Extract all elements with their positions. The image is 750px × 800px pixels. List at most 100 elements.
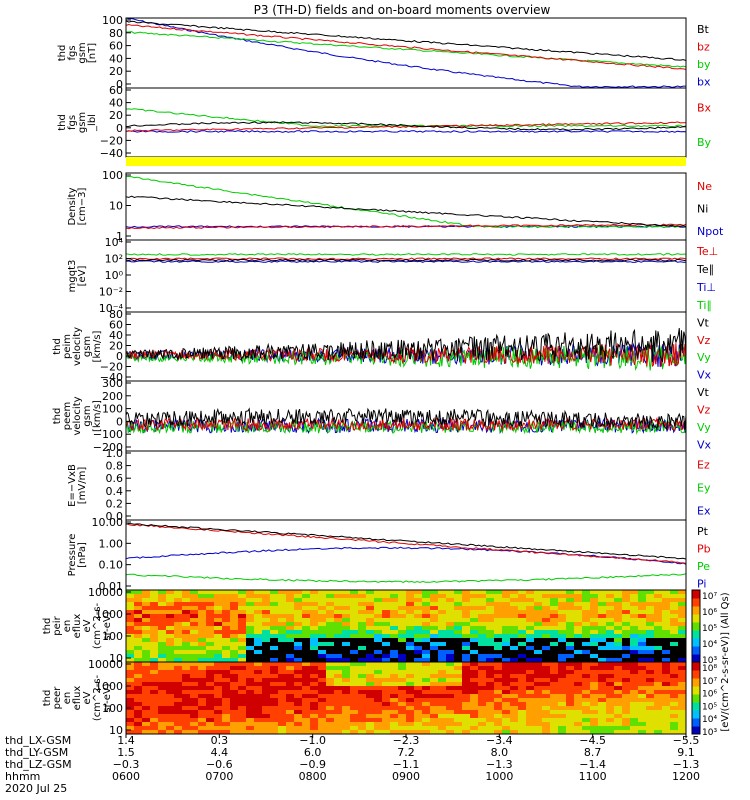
heatmap-cell xyxy=(430,702,439,707)
heatmap-cell xyxy=(622,614,631,619)
heatmap-cell xyxy=(294,646,303,651)
heatmap-cell xyxy=(382,642,391,647)
heatmap-cell xyxy=(550,610,559,615)
x-tick-value: 0800 xyxy=(299,770,327,783)
heatmap-cell xyxy=(246,722,255,727)
heatmap-cell xyxy=(406,706,415,711)
heatmap-cell xyxy=(382,602,391,607)
heatmap-cell xyxy=(310,710,319,715)
heatmap-cell xyxy=(670,710,679,715)
heatmap-cell xyxy=(126,694,135,699)
heatmap-cell xyxy=(350,650,359,655)
heatmap-cell xyxy=(638,654,647,659)
heatmap-cell xyxy=(478,710,487,715)
heatmap-cell xyxy=(438,654,447,659)
heatmap-cell xyxy=(278,646,287,651)
series-line xyxy=(126,108,686,128)
colorbar-segment xyxy=(692,614,700,623)
heatmap-cell xyxy=(238,730,247,734)
heatmap-cell xyxy=(534,594,543,599)
heatmap-cell xyxy=(182,670,191,675)
heatmap-cell xyxy=(238,646,247,651)
heatmap-cell xyxy=(190,590,199,595)
heatmap-cell xyxy=(606,594,615,599)
heatmap-cell xyxy=(206,634,215,639)
heatmap-cell xyxy=(302,646,311,651)
heatmap-cell xyxy=(614,706,623,711)
heatmap-cell xyxy=(454,706,463,711)
heatmap-cell xyxy=(582,598,591,603)
heatmap-cell xyxy=(374,622,383,627)
heatmap-cell xyxy=(334,698,343,703)
heatmap-cell xyxy=(518,614,527,619)
heatmap-cell xyxy=(398,614,407,619)
heatmap-cell xyxy=(190,642,199,647)
heatmap-cell xyxy=(486,602,495,607)
heatmap-cell xyxy=(334,646,343,651)
heatmap-cell xyxy=(174,666,183,671)
heatmap-cell xyxy=(678,654,686,659)
heatmap-cell xyxy=(454,594,463,599)
heatmap-cell xyxy=(438,730,447,734)
heatmap-cell xyxy=(438,678,447,683)
y-tick-label: 40 xyxy=(109,97,123,110)
heatmap-cell xyxy=(566,598,575,603)
heatmap-cell xyxy=(158,638,167,643)
heatmap-cell xyxy=(430,662,439,667)
heatmap-cell xyxy=(678,594,686,599)
heatmap-cell xyxy=(502,658,511,662)
heatmap-cell xyxy=(174,686,183,691)
heatmap-cell xyxy=(502,718,511,723)
heatmap-cell xyxy=(238,618,247,623)
heatmap-cell xyxy=(342,714,351,719)
heatmap-cell xyxy=(566,730,575,734)
heatmap-cell xyxy=(422,674,431,679)
heatmap-cell xyxy=(342,698,351,703)
heatmap-cell xyxy=(486,634,495,639)
heatmap-cell xyxy=(558,650,567,655)
heatmap-cell xyxy=(622,678,631,683)
heatmap-cell xyxy=(382,650,391,655)
heatmap-cell xyxy=(654,662,663,667)
heatmap-cell xyxy=(494,694,503,699)
heatmap-cell xyxy=(654,626,663,631)
heatmap-cell xyxy=(462,674,471,679)
heatmap-cell xyxy=(158,618,167,623)
heatmap-cell xyxy=(222,642,231,647)
x-tick-value: −1.3 xyxy=(486,758,513,771)
heatmap-cell xyxy=(390,682,399,687)
y-axis-label-line: peem xyxy=(62,402,73,430)
heatmap-cell xyxy=(502,706,511,711)
heatmap-cell xyxy=(518,698,527,703)
heatmap-cell xyxy=(622,638,631,643)
heatmap-cell xyxy=(534,706,543,711)
heatmap-cell xyxy=(254,730,263,734)
heatmap-cell xyxy=(230,598,239,603)
heatmap-cell xyxy=(502,606,511,611)
heatmap-cell xyxy=(518,682,527,687)
heatmap-cell xyxy=(126,650,135,655)
heatmap-cell xyxy=(310,634,319,639)
heatmap-cell xyxy=(230,702,239,707)
heatmap-cell xyxy=(446,690,455,695)
heatmap-cell xyxy=(454,618,463,623)
heatmap-cell xyxy=(214,594,223,599)
colorbar-tick-label: 10⁴ xyxy=(702,640,717,650)
heatmap-cell xyxy=(494,674,503,679)
heatmap-cell xyxy=(542,638,551,643)
heatmap-cell xyxy=(294,674,303,679)
heatmap-cell xyxy=(406,718,415,723)
heatmap-cell xyxy=(310,654,319,659)
heatmap-cell xyxy=(406,650,415,655)
heatmap-cell xyxy=(206,690,215,695)
heatmap-cell xyxy=(358,598,367,603)
heatmap-cell xyxy=(350,658,359,662)
heatmap-cell xyxy=(342,594,351,599)
heatmap-cell xyxy=(598,726,607,731)
y-tick-label: 1000 xyxy=(95,680,123,693)
heatmap-cell xyxy=(142,666,151,671)
heatmap-cell xyxy=(182,610,191,615)
heatmap-cell xyxy=(238,610,247,615)
heatmap-cell xyxy=(222,626,231,631)
heatmap-cell xyxy=(262,638,271,643)
